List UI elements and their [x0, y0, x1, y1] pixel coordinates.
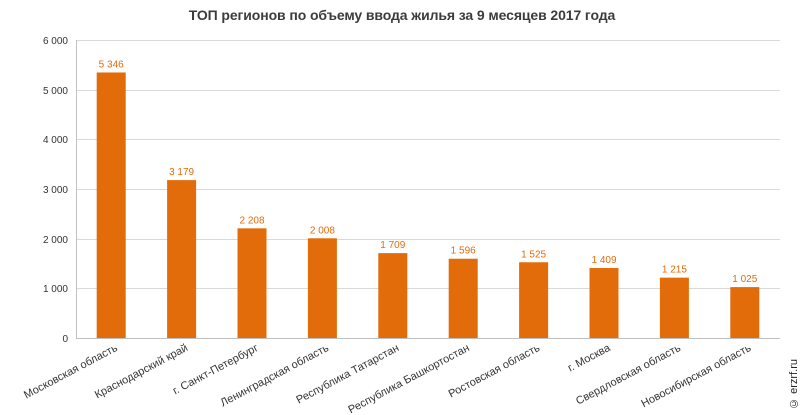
data-label: 3 179 [169, 167, 194, 178]
bar [589, 268, 619, 338]
y-tick-label: 5 000 [43, 86, 68, 97]
data-label: 2 208 [239, 215, 264, 226]
bar [96, 72, 126, 339]
category-label: г. Москва [566, 342, 613, 375]
y-tick-label: 0 [62, 334, 68, 345]
bars [96, 72, 760, 339]
bar [659, 277, 689, 338]
gridlines [76, 40, 780, 339]
data-labels: 5 346 3 179 2 208 2 008 1 709 1 596 1 525 1 409… [99, 59, 758, 285]
bar [167, 180, 197, 338]
data-label: 1 709 [380, 240, 405, 251]
data-label: 1 215 [662, 265, 687, 276]
bar [730, 287, 760, 338]
bar [307, 238, 337, 338]
data-label: 1 025 [732, 274, 757, 285]
y-tick-label: 2 000 [43, 235, 68, 246]
category-label: Республика Башкортостан [346, 342, 471, 415]
data-label: 2 008 [310, 225, 335, 236]
y-tick-label: 1 000 [43, 284, 68, 295]
y-axis-tick-labels: 0 1 000 2 000 3 000 4 000 5 000 6 000 [43, 36, 68, 345]
data-label: 5 346 [99, 59, 124, 70]
data-label: 1 596 [451, 246, 476, 257]
bar [237, 228, 267, 338]
data-label: 1 409 [591, 255, 616, 266]
bar [448, 258, 478, 338]
chart-title: ТОП регионов по объему ввода жилья за 9 … [188, 7, 616, 23]
y-tick-label: 3 000 [43, 185, 68, 196]
data-label: 1 525 [521, 249, 546, 260]
watermark: © erzrf.ru [788, 359, 800, 409]
bar [519, 262, 549, 338]
y-tick-label: 6 000 [43, 36, 68, 47]
bar [378, 253, 408, 338]
y-tick-label: 4 000 [43, 135, 68, 146]
